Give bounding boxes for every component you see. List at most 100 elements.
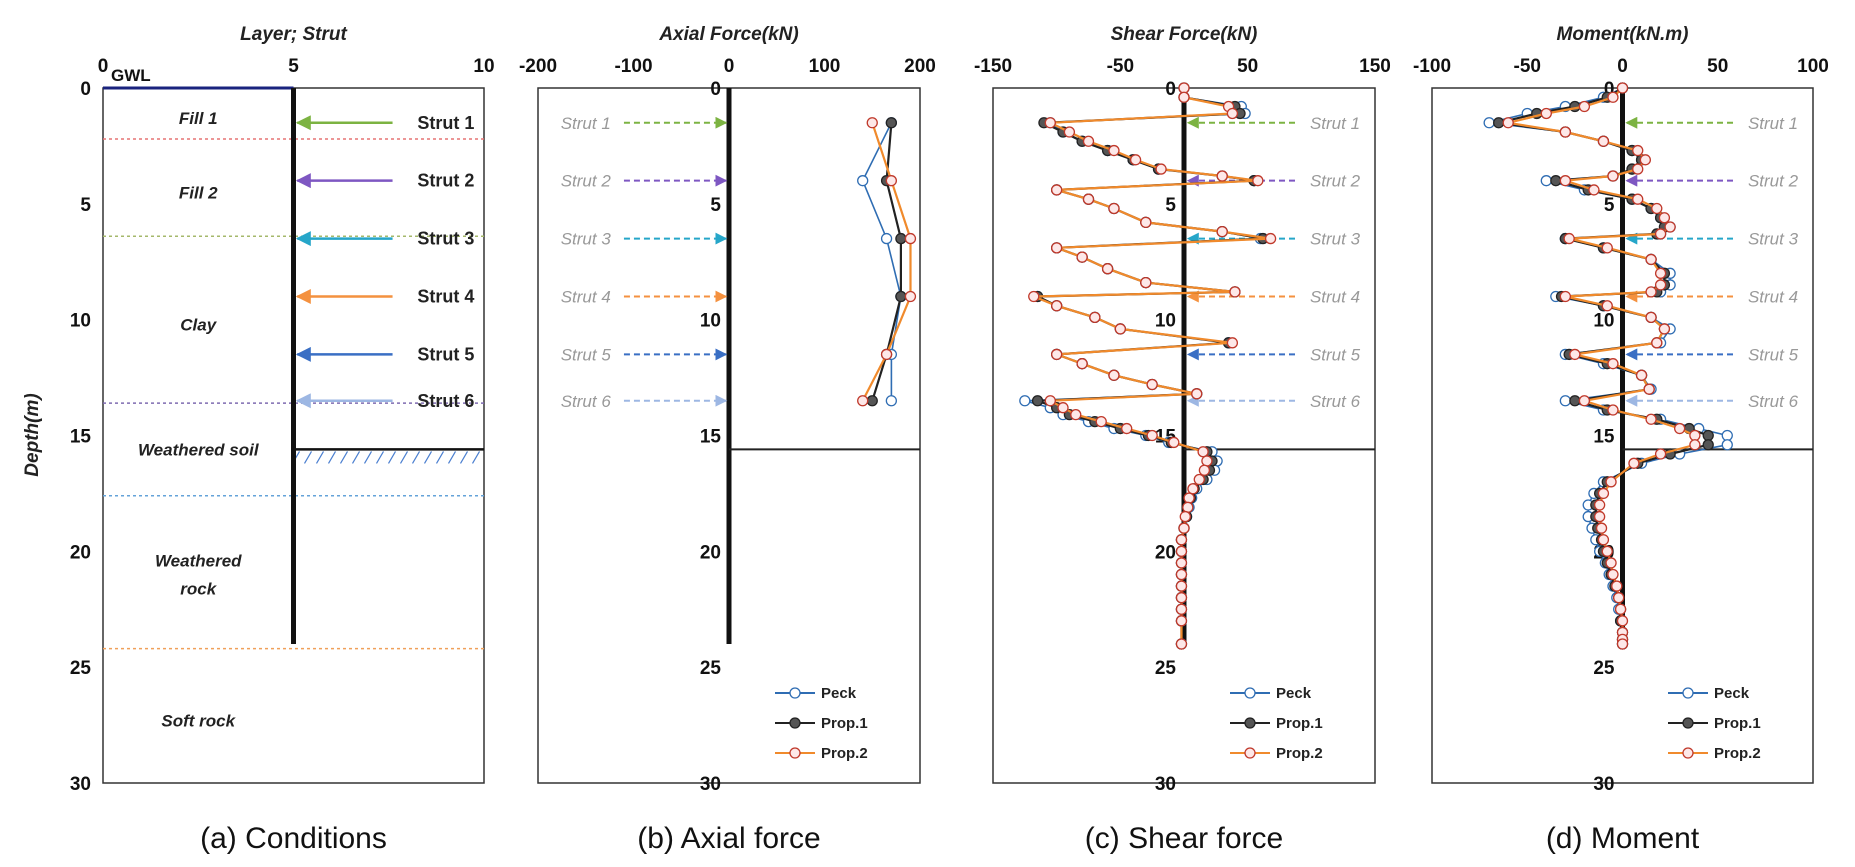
data-point <box>1175 592 1188 604</box>
y-tick-label: 10 <box>1155 311 1176 332</box>
data-point <box>1645 311 1657 324</box>
data-point <box>1175 638 1188 650</box>
data-point <box>1595 522 1608 534</box>
data-point <box>1216 170 1228 182</box>
legend-marker <box>1244 747 1256 759</box>
data-point <box>1155 163 1167 175</box>
data-point <box>1559 395 1571 407</box>
data-point <box>1611 580 1623 592</box>
legend-label: Prop.2 <box>1714 745 1761 762</box>
data-point <box>1114 323 1126 335</box>
x-tick-label: 0 <box>724 56 735 77</box>
data-point <box>1540 175 1552 187</box>
data-point <box>1654 448 1667 460</box>
data-point <box>1182 501 1194 513</box>
data-point <box>1076 251 1088 263</box>
data-point <box>1197 446 1209 458</box>
layer-label: rock <box>180 579 217 598</box>
y-tick-label: 25 <box>70 658 92 679</box>
data-point <box>1651 202 1663 215</box>
data-point <box>1639 154 1652 166</box>
strut-label: Strut 6 <box>1310 392 1361 411</box>
soil-hatch <box>303 451 313 464</box>
y-tick-label: 0 <box>1165 79 1176 100</box>
data-point <box>866 395 878 407</box>
x-tick-label: 100 <box>809 56 841 77</box>
data-point <box>1559 126 1571 138</box>
data-point <box>1550 175 1562 187</box>
x-tick-label: 100 <box>1797 56 1829 77</box>
x-tick-label: -200 <box>519 56 557 77</box>
panel-1: Layer; Strut 0 5 10 0 5 10 15 20 25 30 (a) Conditio… <box>70 24 495 855</box>
data-point <box>1605 557 1617 569</box>
legend-label: Prop.1 <box>821 715 868 732</box>
y-tick-label: 5 <box>1165 195 1176 216</box>
strut-label: Strut 3 <box>561 230 612 249</box>
data-point <box>904 232 917 245</box>
x-tick-label: 150 <box>1359 56 1391 77</box>
data-point <box>1632 144 1644 157</box>
gwl-label: GWL <box>111 66 151 85</box>
data-point <box>1175 580 1188 592</box>
legend-marker <box>1682 687 1694 699</box>
data-point <box>1605 476 1617 488</box>
y-tick-label: 25 <box>700 658 722 679</box>
data-point <box>1051 242 1063 254</box>
y-tick-label: 10 <box>1593 311 1614 332</box>
strut-label: Strut 5 <box>417 344 474 364</box>
legend-label: Prop.2 <box>1276 745 1323 762</box>
data-point <box>1658 212 1671 224</box>
y-tick-label: 25 <box>1155 658 1177 679</box>
legend-label: Prop.2 <box>821 745 868 762</box>
data-point <box>1082 135 1095 147</box>
legend-marker <box>1682 747 1694 759</box>
legend-label: Peck <box>821 685 857 702</box>
data-point <box>866 117 878 129</box>
data-point <box>1607 568 1619 581</box>
strut-label: Strut 6 <box>1748 392 1799 411</box>
data-point <box>1597 135 1610 147</box>
data-point <box>1252 175 1264 187</box>
x-tick-label: 0 <box>98 56 109 77</box>
panel-caption: (d) Moment <box>1546 822 1700 855</box>
panel-title: Layer; Strut <box>240 24 347 45</box>
data-point <box>1031 395 1044 407</box>
panel-caption: (c) Shear force <box>1085 822 1283 855</box>
data-point <box>1654 279 1667 291</box>
data-point <box>1607 358 1619 370</box>
data-point <box>1628 457 1640 469</box>
data-point <box>1076 358 1088 370</box>
soil-hatch <box>363 451 373 464</box>
data-point <box>1664 221 1676 233</box>
data-point <box>1493 117 1505 129</box>
data-point <box>1175 545 1188 557</box>
y-tick-label: 25 <box>1593 658 1615 679</box>
data-point <box>1721 429 1733 442</box>
data-point <box>1178 522 1190 534</box>
data-point <box>1178 91 1190 103</box>
data-point <box>880 232 893 245</box>
data-point <box>1175 557 1188 569</box>
data-point <box>904 290 917 303</box>
data-point <box>1057 402 1069 414</box>
legend-marker <box>789 747 801 759</box>
data-point <box>1645 286 1657 298</box>
layer-label: Weathered <box>155 552 242 571</box>
data-point <box>1674 422 1686 435</box>
data-point <box>1044 395 1056 407</box>
data-point <box>1216 225 1228 238</box>
strut-label: Strut 2 <box>1748 172 1799 191</box>
data-point <box>1226 337 1239 349</box>
y-tick-label: 5 <box>710 195 721 216</box>
data-point <box>1651 337 1663 349</box>
x-tick-label: -150 <box>974 56 1012 77</box>
y-tick-label: 0 <box>710 79 721 100</box>
y-tick-label: 20 <box>700 542 721 563</box>
data-point <box>857 175 869 187</box>
data-point <box>1635 369 1648 381</box>
data-point <box>1645 413 1657 425</box>
data-point <box>1175 534 1188 546</box>
x-tick-label: -50 <box>1107 56 1134 77</box>
legend-label: Peck <box>1276 685 1312 702</box>
soil-hatch <box>387 451 397 464</box>
